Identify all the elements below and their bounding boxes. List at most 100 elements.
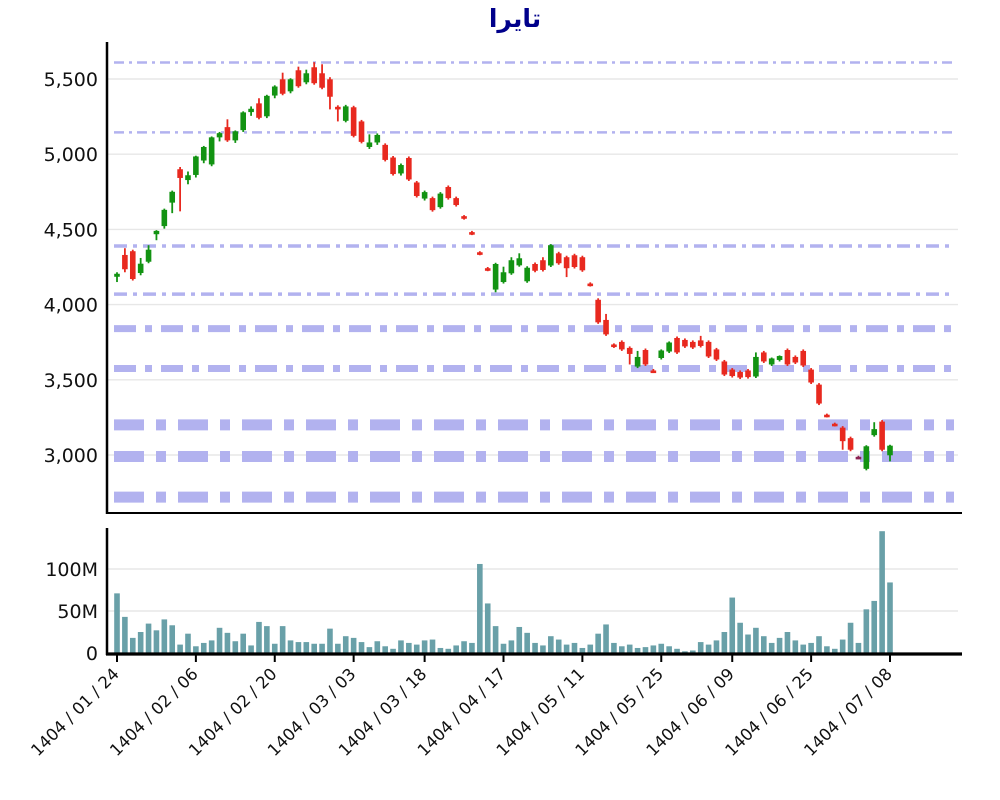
candle-body: [469, 232, 475, 235]
candle-body: [871, 429, 878, 436]
volume-bar: [129, 637, 136, 653]
candle-body: [847, 438, 854, 450]
volume-bar: [327, 628, 333, 653]
candle-body: [776, 356, 783, 360]
volume-bar: [406, 642, 412, 653]
volume-bar: [863, 609, 870, 653]
candle-body: [413, 182, 420, 197]
volume-bar: [776, 637, 783, 653]
candle-body: [453, 198, 459, 206]
candle-body: [540, 260, 546, 271]
candle-body: [548, 245, 554, 266]
candle-body: [697, 340, 704, 346]
volume-bar: [484, 603, 491, 653]
volume-bar: [500, 643, 507, 653]
price-axis-label: 4,000: [44, 295, 98, 317]
volume-bar: [879, 531, 885, 653]
volume-bar: [453, 645, 459, 653]
volume-bar: [137, 632, 144, 653]
candle-body: [524, 267, 530, 282]
price-axis-label: 3,500: [44, 370, 98, 392]
volume-bar: [240, 633, 247, 653]
volume-bar: [256, 621, 262, 653]
candle-body: [287, 79, 294, 92]
candle-body: [445, 186, 452, 199]
volume-bar: [619, 646, 625, 653]
candle-body: [800, 350, 807, 366]
candle-body: [824, 414, 830, 418]
price-axis-label: 4,500: [44, 219, 98, 241]
volume-bar: [232, 641, 239, 653]
chart-title: تايرا: [488, 4, 542, 33]
volume-bar: [666, 646, 672, 653]
candle-body: [366, 142, 373, 147]
volume-bar: [540, 645, 546, 653]
candle-body: [626, 347, 633, 354]
volume-bar: [153, 630, 160, 653]
volume-bar: [469, 642, 475, 653]
candle-body: [161, 209, 168, 227]
volume-bar: [603, 624, 609, 653]
candle-body: [295, 70, 302, 87]
volume-bar: [839, 639, 846, 653]
price-axis-label: 5,500: [44, 69, 98, 91]
volume-bar: [650, 645, 657, 653]
volume-bar: [831, 648, 838, 653]
candle-body: [855, 456, 862, 460]
price-axis-label: 5,000: [44, 144, 98, 166]
price-axis-label: 3,000: [44, 445, 98, 467]
volume-bar: [690, 650, 696, 653]
candle-body: [256, 103, 262, 118]
volume-bar: [705, 644, 712, 653]
volume-bar: [555, 639, 562, 653]
volume-bar: [847, 622, 854, 653]
candle-body: [406, 157, 412, 180]
candle-body: [342, 106, 349, 121]
volume-bar: [682, 651, 688, 653]
volume-bar: [587, 644, 594, 653]
volume-bar: [713, 640, 720, 653]
candle-body: [674, 337, 680, 353]
candle-body: [421, 192, 428, 199]
volume-bar: [216, 627, 223, 653]
candle-body: [760, 352, 767, 362]
volume-bar: [508, 640, 515, 653]
candle-body: [642, 350, 649, 365]
candle-body: [271, 86, 278, 96]
volume-bar: [887, 582, 893, 653]
candle-body: [232, 131, 239, 141]
volume-bar: [169, 625, 176, 653]
candle-body: [745, 370, 751, 378]
volume-bar: [382, 646, 388, 653]
volume-bar: [366, 647, 373, 653]
candle-body: [177, 169, 183, 178]
candle-body: [650, 370, 657, 374]
volume-bar: [729, 597, 736, 653]
volume-bar: [824, 646, 830, 653]
candle-body: [492, 263, 499, 290]
candle-body: [863, 446, 870, 469]
volume-bar: [248, 645, 254, 653]
volume-bar: [335, 643, 341, 653]
volume-bar: [271, 643, 278, 653]
candle-body: [200, 146, 207, 161]
volume-bar: [642, 647, 649, 653]
candle-body: [887, 445, 893, 456]
candle-body: [611, 344, 617, 348]
candle-body: [532, 263, 538, 271]
candle-body: [335, 106, 341, 110]
volume-bar: [871, 600, 878, 653]
candle-body: [122, 254, 128, 270]
volume-bar: [185, 633, 191, 653]
candle-body: [768, 358, 775, 365]
candle-body: [690, 341, 696, 348]
candle-body: [619, 341, 625, 350]
candle-body: [705, 341, 712, 357]
volume-bar: [461, 641, 467, 653]
volume-bar: [437, 647, 444, 653]
volume-bar: [492, 626, 499, 653]
volume-bar: [784, 632, 791, 653]
volume-bar: [477, 563, 483, 653]
candle-body: [137, 263, 144, 274]
volume-bar: [413, 644, 420, 653]
